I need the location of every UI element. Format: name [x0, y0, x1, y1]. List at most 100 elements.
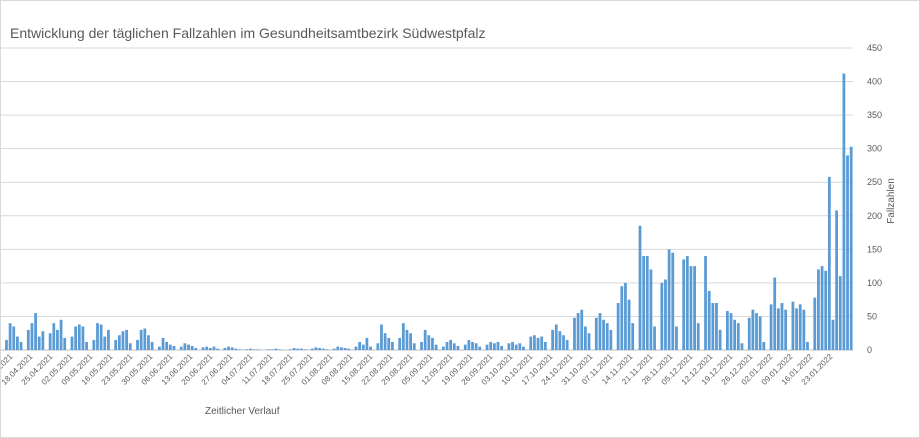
bar	[817, 269, 820, 350]
bar	[380, 324, 383, 350]
bar	[598, 313, 602, 350]
bar	[205, 346, 209, 350]
bar	[467, 339, 471, 350]
bar	[445, 341, 449, 350]
y-tick-label: 350	[867, 110, 882, 120]
bar	[70, 336, 74, 350]
bar	[41, 331, 45, 350]
bar	[249, 348, 252, 350]
bar	[321, 348, 325, 350]
bar	[609, 329, 613, 350]
bar	[620, 286, 624, 350]
bar	[158, 346, 161, 350]
bar	[675, 326, 678, 350]
bar	[81, 326, 85, 350]
bar	[216, 348, 220, 350]
bar	[347, 348, 351, 350]
bar	[208, 347, 212, 350]
bar	[361, 344, 365, 350]
bar	[300, 348, 303, 350]
bar	[824, 270, 828, 350]
bar	[420, 341, 423, 350]
bar	[616, 303, 620, 350]
bar	[442, 346, 445, 350]
bar	[704, 256, 707, 350]
bar	[128, 343, 132, 350]
bar	[278, 349, 281, 350]
y-tick-label: 150	[867, 244, 882, 254]
bar	[798, 304, 802, 350]
bar	[354, 346, 358, 350]
bar	[624, 282, 627, 350]
bar	[584, 326, 587, 350]
bar	[780, 303, 784, 350]
bar	[707, 290, 711, 350]
y-tick-label: 100	[867, 278, 882, 288]
bar	[172, 345, 176, 350]
bar	[565, 339, 569, 350]
bar	[558, 331, 562, 350]
y-axis-title: Fallzahlen	[886, 178, 897, 224]
bar	[412, 343, 416, 350]
bar	[161, 337, 165, 350]
y-tick-label: 300	[867, 144, 882, 154]
bar	[190, 345, 194, 350]
bar	[336, 346, 340, 350]
bar	[434, 344, 438, 350]
bar	[103, 336, 107, 350]
bar	[245, 349, 249, 350]
bar	[718, 329, 722, 350]
bar	[689, 266, 693, 350]
bar	[114, 339, 118, 350]
bar	[784, 309, 788, 350]
bar-layer	[5, 73, 853, 350]
bar	[147, 335, 150, 350]
bar	[325, 349, 329, 350]
y-tick-label: 450	[867, 43, 882, 53]
bar	[165, 341, 169, 350]
bar	[511, 341, 514, 350]
bar	[627, 299, 631, 350]
bar	[125, 329, 128, 350]
x-axis-title: Zeitlicher Verlauf	[205, 406, 280, 417]
bar	[846, 155, 849, 350]
y-tick-label: 0	[867, 345, 872, 355]
y-tick-labels: 0 50 100 150 200 250 300 350 400 450	[867, 43, 882, 355]
bar	[30, 323, 34, 350]
bar	[12, 326, 16, 350]
bar	[522, 346, 525, 350]
bar	[194, 347, 198, 350]
bar	[500, 345, 504, 350]
bar	[806, 341, 809, 350]
bar	[562, 335, 565, 350]
bar	[358, 341, 362, 350]
bar	[409, 333, 412, 350]
bar	[332, 348, 336, 350]
bar	[529, 336, 533, 350]
bar	[5, 339, 8, 350]
bar	[773, 277, 777, 350]
bar	[671, 252, 675, 350]
bar	[227, 346, 230, 350]
bar	[693, 266, 696, 350]
bar	[758, 316, 762, 350]
bar	[682, 259, 686, 350]
y-tick-label: 400	[867, 77, 882, 87]
bar	[551, 329, 554, 350]
bar	[340, 347, 343, 350]
bar	[223, 347, 227, 350]
bar	[34, 313, 37, 350]
bar	[201, 347, 205, 350]
bar	[726, 311, 729, 350]
bar	[121, 331, 125, 350]
bar	[234, 348, 238, 350]
bar	[507, 343, 511, 350]
bar	[296, 348, 300, 350]
bar	[602, 319, 605, 350]
grid-layer	[1, 47, 853, 351]
bar	[533, 335, 536, 350]
bar	[554, 324, 558, 350]
bar	[183, 343, 187, 350]
bar	[795, 308, 798, 350]
